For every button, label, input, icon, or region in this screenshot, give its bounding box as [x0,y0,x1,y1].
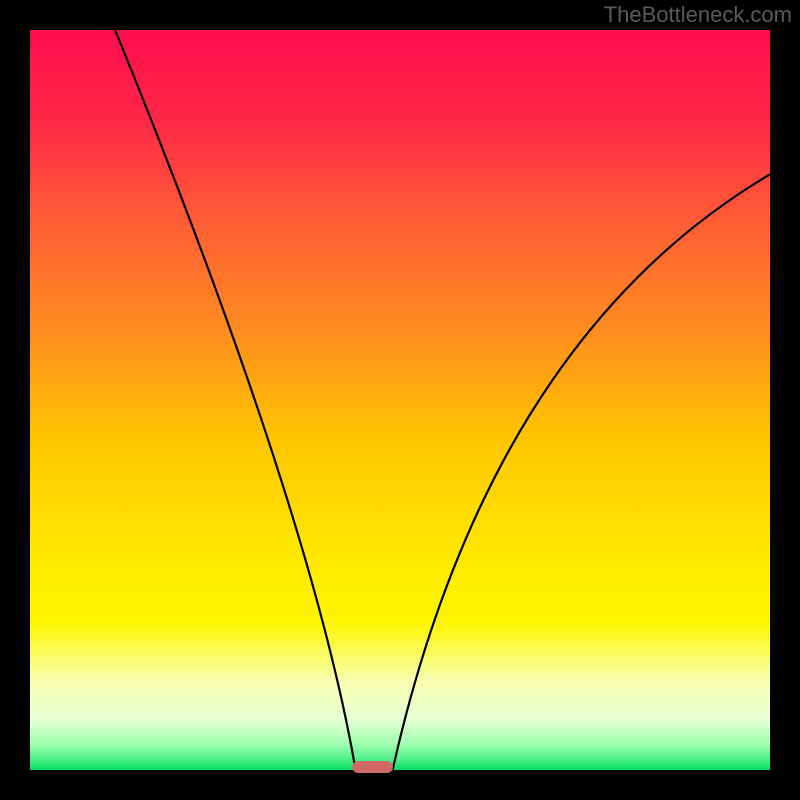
apex-marker [352,761,393,773]
chart-container: TheBottleneck.com [0,0,800,800]
plot-gradient-background [30,30,770,770]
watermark-text: TheBottleneck.com [604,2,792,28]
bottleneck-chart-svg [0,0,800,800]
